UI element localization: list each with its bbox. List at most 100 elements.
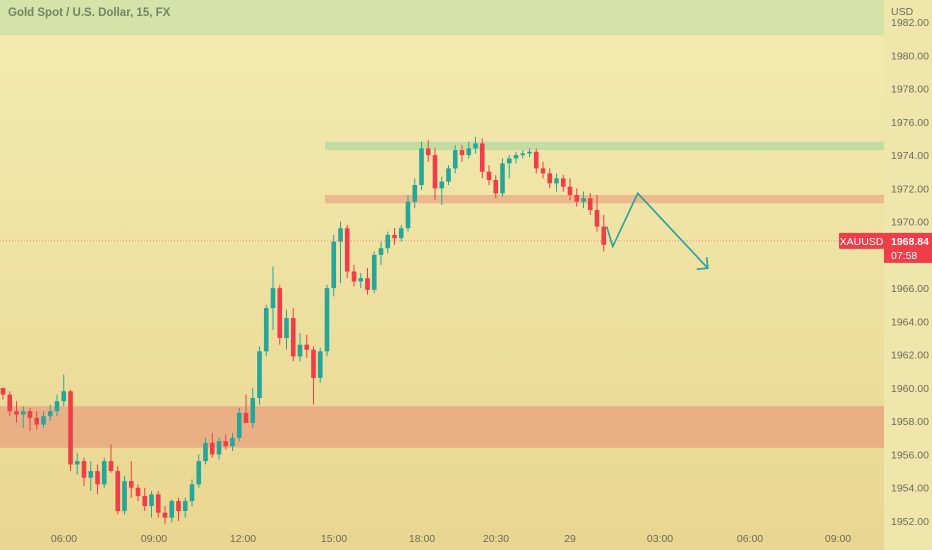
candle[interactable] [7, 391, 13, 417]
candle[interactable] [81, 457, 87, 487]
candle[interactable] [257, 346, 262, 405]
candle[interactable] [216, 437, 222, 460]
candle[interactable] [365, 268, 370, 295]
candle[interactable] [236, 407, 242, 442]
candle[interactable] [554, 173, 559, 192]
candle[interactable] [432, 148, 438, 200]
candle[interactable] [574, 188, 580, 207]
candle[interactable] [74, 452, 80, 475]
candle[interactable] [500, 158, 505, 197]
candle[interactable] [304, 334, 310, 358]
candle[interactable] [230, 432, 235, 452]
candle-body [466, 148, 472, 156]
candle[interactable] [506, 155, 512, 179]
candle[interactable] [601, 214, 607, 252]
candle[interactable] [162, 506, 168, 525]
candle[interactable] [108, 444, 114, 473]
candle[interactable] [331, 234, 337, 297]
candle[interactable] [520, 150, 526, 159]
candle[interactable] [277, 284, 283, 345]
candle[interactable] [594, 194, 600, 232]
candle-body [506, 158, 512, 164]
candle[interactable] [493, 175, 499, 199]
candle[interactable] [284, 309, 289, 350]
candle[interactable] [61, 374, 67, 407]
candle[interactable] [338, 221, 343, 284]
candle[interactable] [398, 224, 404, 242]
candle[interactable] [142, 487, 148, 512]
candle-body [378, 248, 384, 255]
candle[interactable] [290, 308, 296, 362]
candle[interactable] [20, 406, 26, 428]
candle[interactable] [34, 411, 40, 430]
candle[interactable] [95, 464, 100, 495]
candle[interactable] [41, 411, 46, 428]
candle[interactable] [371, 251, 377, 294]
candle[interactable] [540, 161, 546, 179]
candle[interactable] [378, 241, 384, 265]
candle[interactable] [0, 387, 6, 400]
candle[interactable] [344, 224, 350, 279]
candle[interactable] [101, 457, 107, 488]
candle[interactable] [54, 394, 60, 417]
candle[interactable] [88, 461, 94, 492]
candle[interactable] [68, 389, 73, 472]
candle[interactable] [439, 176, 445, 205]
candle[interactable] [587, 193, 593, 215]
candle[interactable] [135, 484, 141, 502]
candle[interactable] [196, 454, 202, 488]
candle[interactable] [358, 273, 364, 289]
candle[interactable] [182, 497, 188, 518]
candle[interactable] [203, 437, 208, 465]
candle[interactable] [155, 491, 161, 518]
candle[interactable] [581, 191, 586, 209]
candle[interactable] [392, 228, 397, 245]
candle[interactable] [223, 434, 229, 450]
candle[interactable] [473, 136, 478, 154]
candle[interactable] [311, 346, 316, 405]
candle[interactable] [270, 266, 276, 330]
candle[interactable] [243, 394, 249, 423]
candle[interactable] [385, 231, 391, 254]
x-tick-label: 29 [564, 533, 576, 545]
candle[interactable] [419, 141, 424, 190]
candle[interactable] [149, 491, 154, 518]
candle[interactable] [547, 168, 553, 189]
candle[interactable] [479, 138, 485, 179]
candle[interactable] [176, 497, 181, 521]
candle[interactable] [452, 145, 458, 174]
candle[interactable] [47, 404, 53, 422]
candle[interactable] [317, 348, 323, 383]
candle[interactable] [351, 264, 357, 287]
price-badge [884, 232, 932, 263]
candle-body [446, 168, 451, 182]
candle[interactable] [527, 148, 532, 157]
candle[interactable] [27, 407, 33, 432]
candle[interactable] [324, 284, 330, 357]
candle[interactable] [297, 333, 303, 362]
candle[interactable] [14, 401, 19, 423]
candle[interactable] [209, 432, 215, 458]
candle[interactable] [567, 178, 573, 200]
candle[interactable] [533, 148, 539, 174]
candle[interactable] [122, 476, 127, 515]
candle[interactable] [425, 140, 431, 162]
candle[interactable] [560, 175, 566, 192]
candle[interactable] [486, 165, 492, 186]
candle[interactable] [446, 165, 451, 186]
candle[interactable] [115, 466, 121, 515]
y-tick-label: 1972.00 [891, 183, 929, 195]
candle[interactable] [128, 461, 134, 498]
candle[interactable] [405, 194, 411, 232]
x-tick-label: 15:00 [321, 533, 347, 545]
candle[interactable] [169, 499, 175, 523]
candle[interactable] [459, 145, 465, 162]
candle[interactable] [513, 151, 519, 164]
candle-body [392, 234, 397, 239]
candle[interactable] [263, 304, 269, 357]
candle[interactable] [250, 387, 256, 428]
candle[interactable] [412, 178, 418, 209]
candle[interactable] [466, 141, 472, 159]
candle[interactable] [189, 479, 195, 507]
